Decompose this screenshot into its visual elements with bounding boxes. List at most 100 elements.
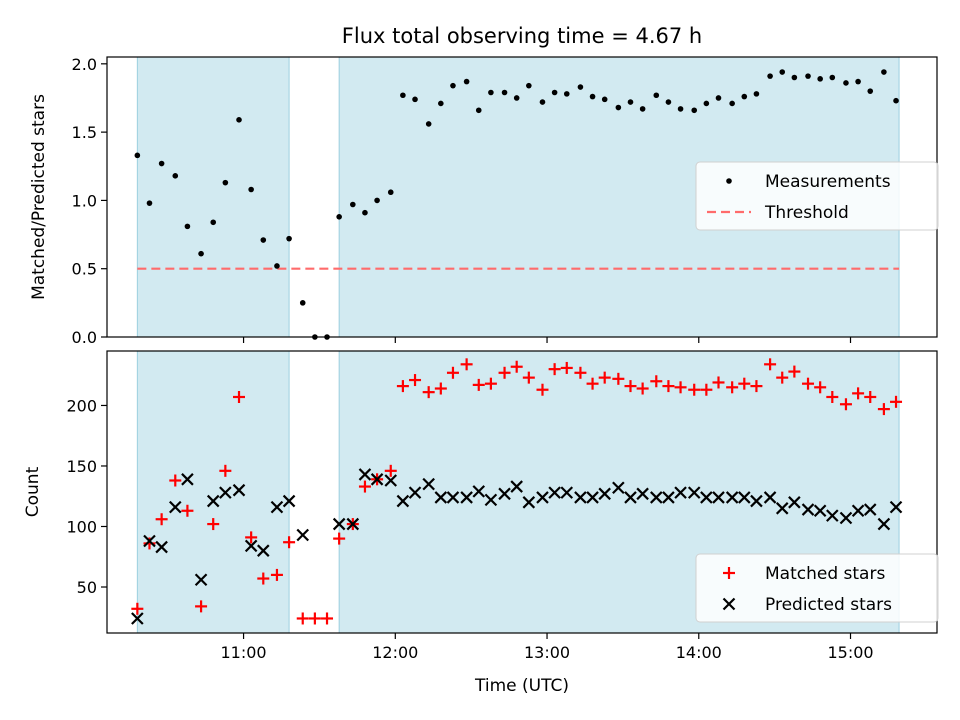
top-data-point [425,121,432,127]
bottom-data-point [282,494,296,508]
top-data-point [463,78,470,85]
top-data-point [791,74,798,81]
top-data-point [779,69,786,75]
top-data-point [222,179,229,186]
bottom-legend: Matched stars Predicted stars [695,553,939,623]
top-legend-box [695,161,939,231]
top-data-point [893,97,899,104]
top-data-point [703,100,710,107]
bottom-data-point [852,387,865,400]
bottom-data-point [169,474,182,487]
bottom-data-point [396,494,410,508]
bottom-data-point [195,600,208,613]
bottom-y-tick-label: 200 [66,396,97,415]
bottom-data-point [636,487,649,501]
legend-swatch [723,567,735,579]
bottom-data-point [536,383,549,396]
bottom-data-point [738,491,751,504]
top-data-point [236,117,242,123]
bottom-data-point [143,534,156,548]
top-data-point [198,250,204,257]
top-data-point [601,96,608,103]
bottom-data-point [712,491,725,504]
top-data-point [184,223,191,230]
bottom-data-point [409,374,422,387]
bottom-data-point [687,486,701,499]
bottom-data-point [296,612,309,625]
bottom-data-point [169,500,182,514]
bottom-data-point [548,363,561,376]
bottom-data-point [851,504,865,518]
legend-label: Threshold [764,203,849,223]
top-data-point [374,197,380,204]
bottom-data-point [586,491,599,504]
bottom-data-point [788,365,801,378]
bottom-data-point [775,502,789,515]
bottom-data-point [370,473,384,486]
bottom-data-point [877,517,891,531]
bottom-data-point [826,390,839,403]
x-tick-label: 11:00 [221,643,267,662]
bottom-data-point [763,491,777,504]
bottom-data-point [764,358,777,371]
bottom-data-point [574,491,587,504]
bottom-data-point [674,381,687,394]
legend-swatch [726,178,732,184]
top-data-point [488,89,494,96]
top-data-point [729,100,735,107]
bottom-data-point [270,568,283,581]
top-data-point [172,173,179,179]
bottom-data-point [384,464,397,477]
bottom-data-point [624,491,637,504]
bottom-data-point [612,481,625,495]
bottom-data-point [826,509,839,522]
top-observing-window [137,57,290,337]
bottom-data-point [346,517,360,531]
bottom-data-point [434,491,448,504]
bottom-data-point [700,491,713,504]
bottom-data-point [890,395,903,408]
bottom-data-point [245,531,258,544]
top-data-point [400,92,406,99]
top-data-point [551,89,558,96]
bottom-data-point [662,491,675,504]
bottom-data-point [863,503,877,516]
bottom-data-point [560,486,574,499]
top-data-point [829,74,836,81]
bottom-data-point [233,390,246,403]
bottom-data-point [460,358,473,371]
bottom-data-point [181,504,194,517]
bottom-data-point [598,487,611,501]
top-y-axis-label: Matched/Predicted stars [29,94,49,300]
bottom-legend-box [695,553,939,623]
chart-title: Flux total observing time = 4.67 h [342,24,702,48]
top-data-point [677,106,684,112]
bottom-data-point [207,518,220,531]
bottom-data-point [750,494,763,508]
bottom-data-point [510,360,523,373]
top-data-point [146,200,153,206]
bottom-data-point [244,539,258,553]
top-data-point [639,106,646,112]
top-data-point [741,93,748,100]
bottom-data-point [650,375,663,388]
bottom-data-point [333,532,346,545]
bottom-data-point [384,474,398,487]
top-panel-ratio: 0.0 0.5 1.0 1.5 2.0 Matched/Predicted stars Me… [29,55,939,347]
top-data-point [715,95,722,101]
top-data-point [539,99,546,105]
top-data-point [350,201,356,208]
top-data-point [274,263,280,269]
top-y-tick-label: 0.0 [72,328,97,347]
top-data-point [627,99,634,105]
top-data-point [589,93,596,100]
x-axis-label: Time (UTC) [474,676,569,696]
bottom-data-point [446,491,460,504]
bottom-data-point [232,483,246,497]
bottom-data-point [877,403,890,416]
bottom-data-point [308,612,321,625]
bottom-data-point [788,496,801,509]
bottom-data-point [712,376,725,389]
bottom-data-point [358,468,372,481]
top-data-point [210,219,217,226]
